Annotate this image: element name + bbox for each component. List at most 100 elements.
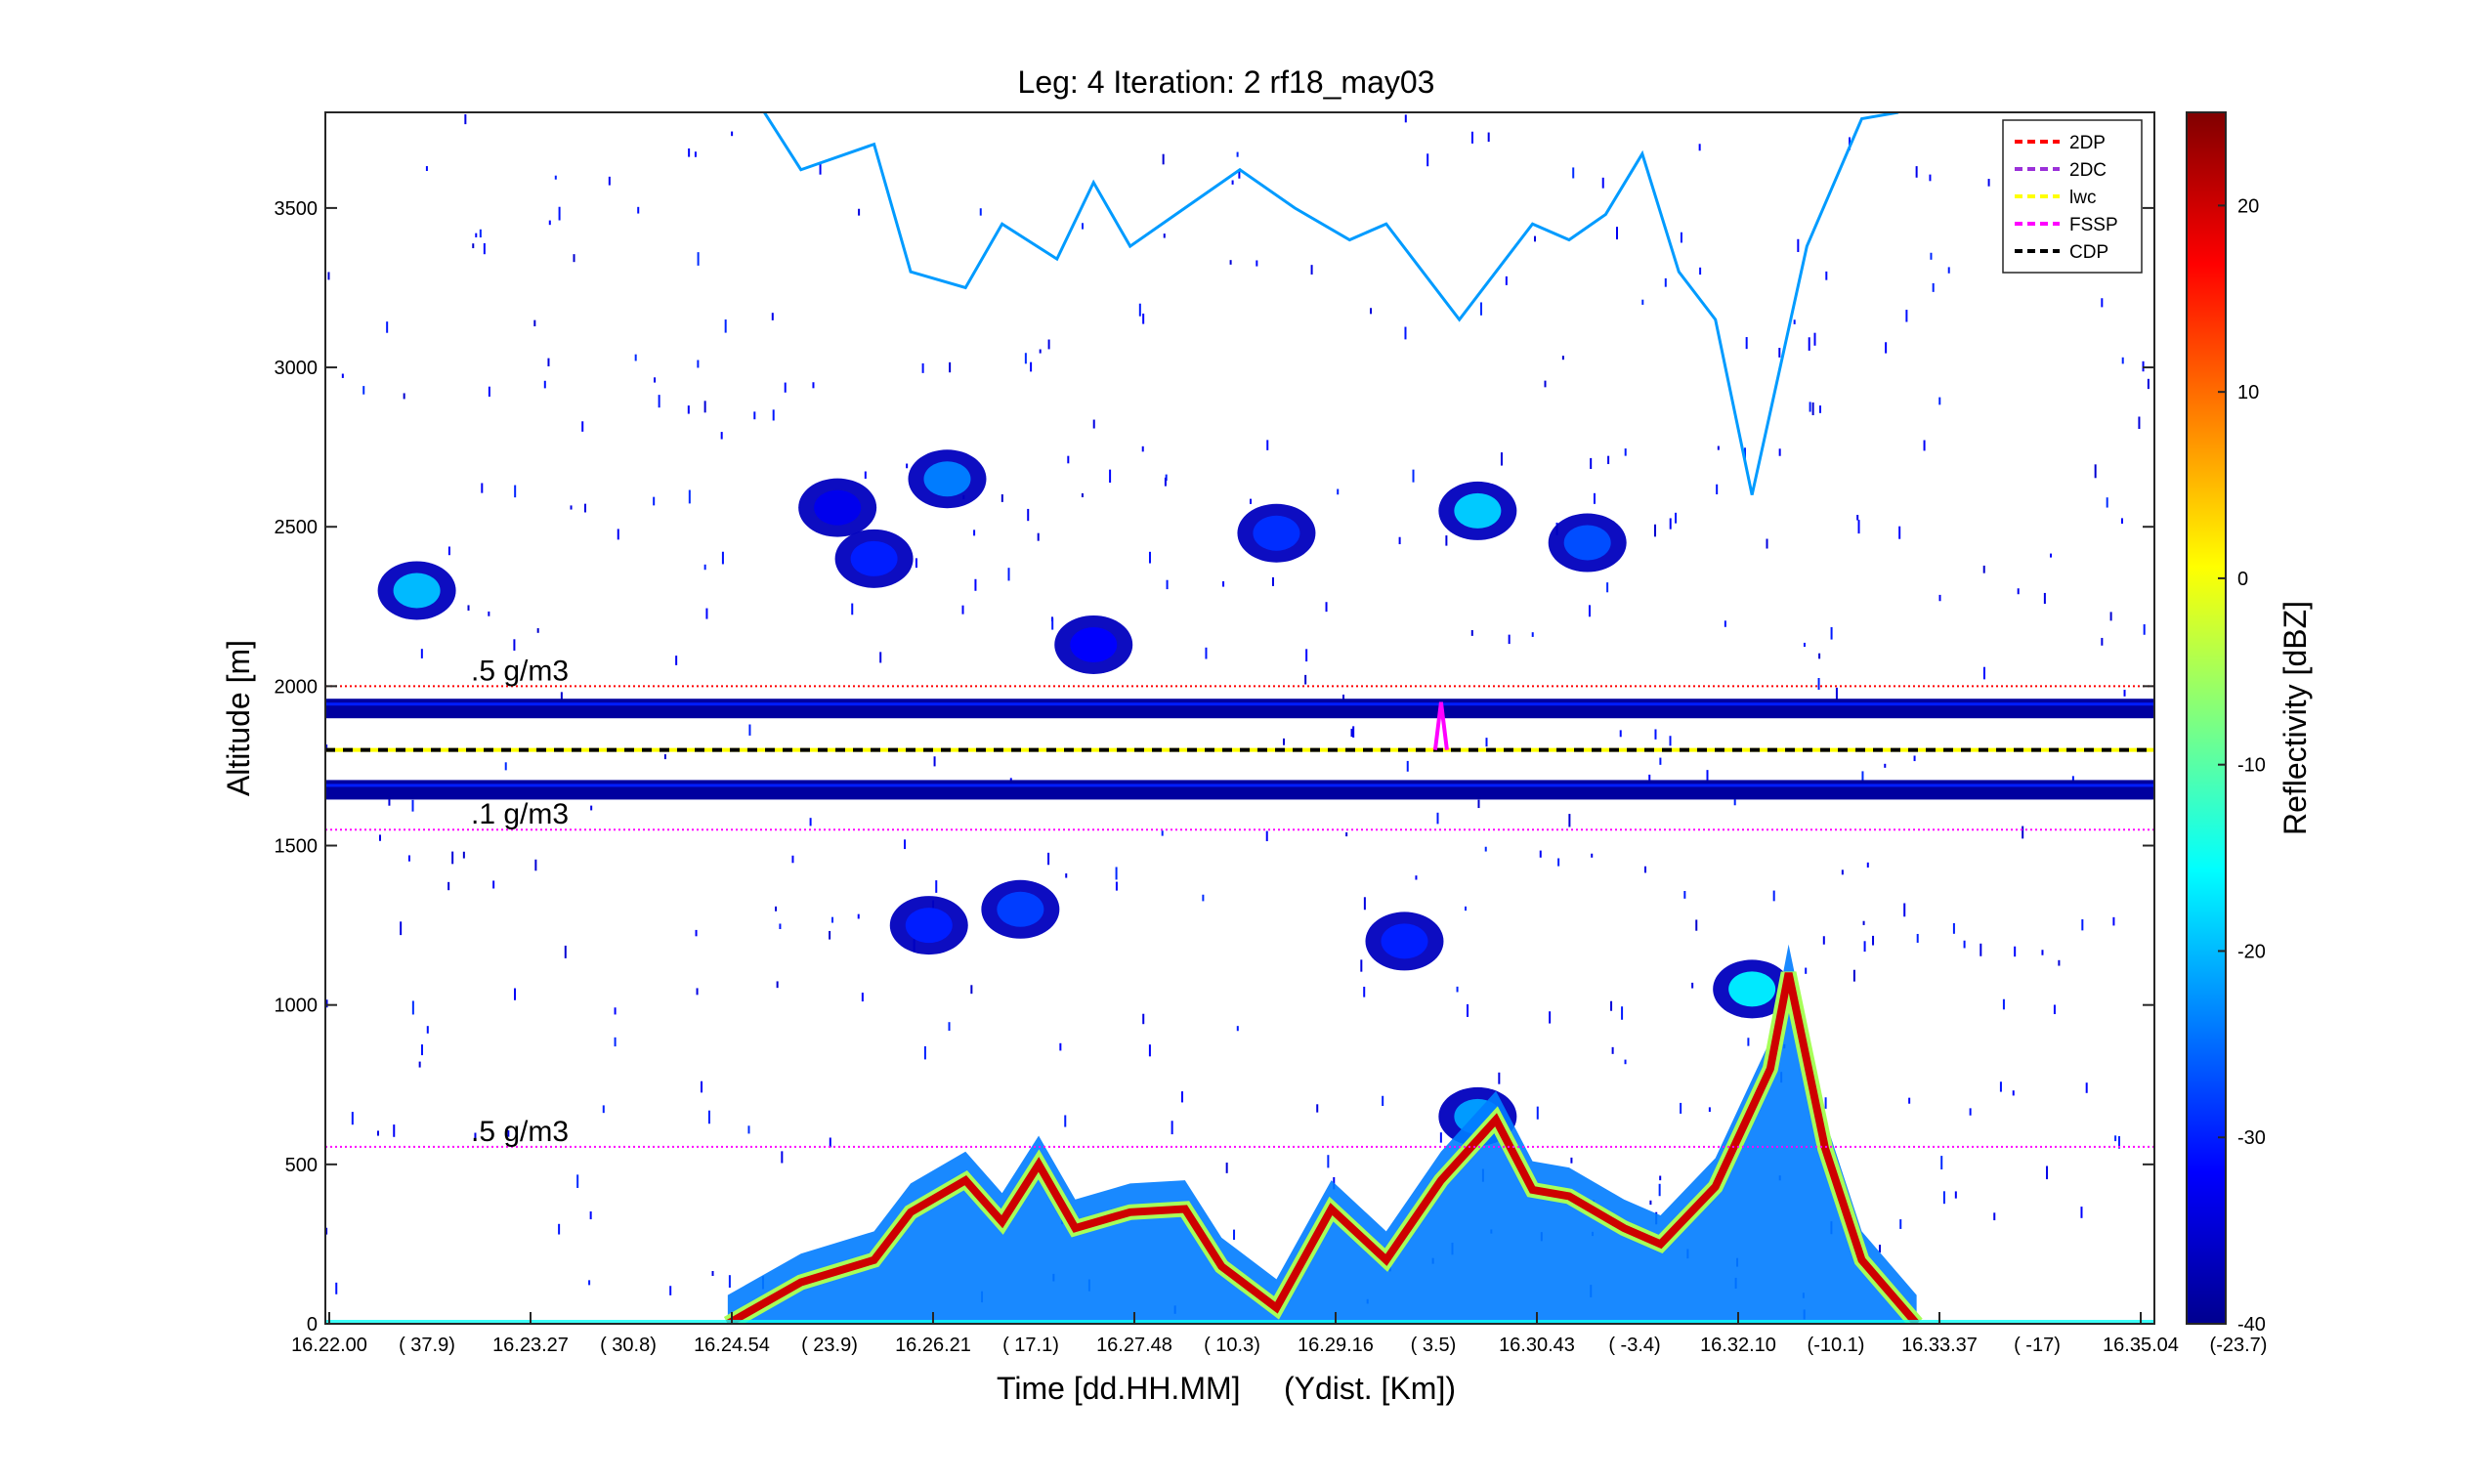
x-tick-time-label: 16.32.10 — [1700, 1335, 1776, 1356]
noise-speckle — [1059, 1042, 1062, 1051]
noise-speckle — [1236, 1026, 1239, 1032]
aircraft-band — [325, 780, 2154, 800]
noise-speckle — [1572, 167, 1575, 179]
noise-speckle — [1282, 738, 1285, 745]
noise-speckle — [420, 1044, 423, 1056]
noise-speckle — [564, 945, 567, 958]
cloud-patch-core — [1070, 626, 1118, 662]
noise-speckle — [1969, 1108, 1972, 1116]
noise-speckle — [1588, 605, 1591, 617]
noise-speckle — [1568, 814, 1571, 827]
noise-speckle — [1905, 310, 1908, 322]
noise-speckle — [1256, 260, 1258, 267]
noise-speckle — [378, 834, 381, 841]
y-tick-label: 1500 — [275, 836, 319, 858]
noise-speckle — [1549, 1011, 1552, 1024]
noise-speckle — [697, 252, 700, 266]
noise-speckle — [1141, 445, 1144, 452]
noise-speckle — [472, 243, 475, 249]
legend-label: CDP — [2069, 242, 2108, 263]
noise-speckle — [1544, 380, 1547, 388]
colorbar: -40 -30 -20 -10 0 10 20 Reflectivity [dBZ] — [2186, 111, 2313, 1336]
noise-speckle — [1166, 579, 1169, 590]
noise-speckle — [420, 649, 423, 658]
cloud-patch-core — [997, 891, 1044, 927]
noise-speckle — [467, 605, 470, 611]
noise-speckle — [1818, 653, 1821, 659]
noise-speckle — [812, 382, 815, 389]
noise-speckle — [1680, 232, 1682, 243]
noise-speckle — [658, 395, 660, 408]
noise-speckle — [1778, 348, 1781, 358]
noise-speckle — [488, 611, 490, 616]
noise-speckle — [1304, 674, 1307, 685]
noise-speckle — [590, 805, 593, 811]
noise-speckle — [1648, 774, 1651, 782]
noise-speckle — [1621, 1006, 1624, 1020]
noise-speckle — [809, 818, 812, 827]
y-tick-label: 2000 — [275, 676, 319, 698]
noise-speckle — [1772, 890, 1775, 902]
noise-speckle — [1222, 581, 1225, 587]
noise-speckle — [400, 921, 403, 936]
noise-speckle — [554, 175, 557, 180]
cloud-patch-core — [393, 572, 441, 609]
noise-speckle — [1824, 1097, 1827, 1109]
noise-speckle — [426, 1026, 429, 1034]
noise-speckle — [513, 639, 516, 651]
noise-speckle — [1659, 757, 1662, 765]
noise-speckle — [703, 564, 706, 571]
noise-speckle — [1716, 484, 1719, 494]
noise-speckle — [703, 401, 706, 413]
noise-speckle — [1161, 830, 1164, 836]
noise-speckle — [1641, 299, 1644, 305]
noise-speckle — [362, 386, 365, 395]
noise-speckle — [474, 1132, 477, 1140]
noise-speckle — [407, 855, 410, 862]
cloud-patch-core — [850, 540, 898, 576]
noise-speckle — [1987, 179, 1990, 187]
noise-speckle — [2121, 357, 2124, 364]
noise-speckle — [1611, 1046, 1614, 1054]
noise-speckle — [481, 483, 484, 493]
noise-speckle — [1236, 151, 1239, 157]
noise-speckle — [1162, 153, 1165, 165]
noise-speckle — [1872, 935, 1875, 946]
x-axis: 16.22.00 ( 37.9) 16.23.27 ( 30.8) 16.24.54 ( … — [291, 1312, 2267, 1356]
noise-speckle — [1818, 405, 1821, 413]
noise-speckle — [1993, 1212, 1996, 1221]
noise-speckle — [1138, 303, 1141, 317]
noise-speckle — [1115, 881, 1118, 891]
noise-speckle — [479, 229, 482, 238]
noise-speckle — [2081, 919, 2084, 931]
noise-speckle — [451, 851, 454, 865]
noise-speckle — [1744, 447, 1747, 460]
noise-speckle — [979, 208, 982, 216]
noise-speckle — [1624, 1059, 1627, 1065]
noise-speckle — [747, 1125, 750, 1134]
y-tick-label: 0 — [307, 1314, 318, 1336]
noise-speckle — [663, 754, 666, 760]
noise-speckle — [504, 762, 507, 771]
noise-speckle — [2080, 1207, 2083, 1218]
noise-speckle — [447, 546, 450, 556]
noise-speckle — [1536, 1106, 1539, 1120]
x-tick-ydist-label: ( 30.8) — [600, 1335, 657, 1356]
noise-speckle — [1947, 267, 1950, 274]
noise-speckle — [1898, 526, 1901, 539]
noise-speckle — [2053, 1004, 2056, 1015]
y-axis-label: Altitude [m] — [221, 640, 256, 796]
noise-speckle — [1148, 551, 1151, 564]
noise-speckle — [1027, 508, 1030, 522]
noise-speckle — [547, 358, 550, 366]
x-tick-time-label: 16.27.48 — [1096, 1335, 1172, 1356]
y-axis: 0 500 1000 1500 2000 2500 3000 3500 — [275, 198, 2154, 1336]
noise-speckle — [425, 166, 428, 171]
x-tick-time-label: 16.23.27 — [492, 1335, 569, 1356]
noise-speckle — [1415, 875, 1418, 880]
colorbar-tick-label: -20 — [2237, 941, 2266, 962]
noise-speckle — [1148, 1044, 1151, 1057]
noise-speckle — [2050, 553, 2053, 558]
noise-speckle — [1644, 866, 1647, 873]
